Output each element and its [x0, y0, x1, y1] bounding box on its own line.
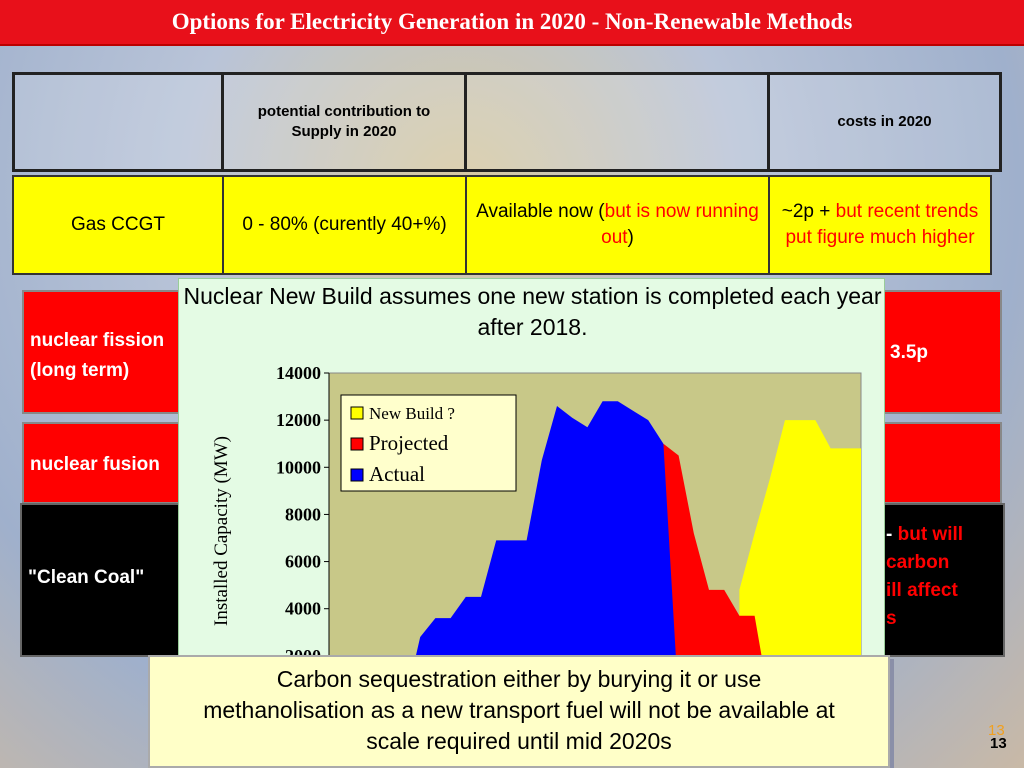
text-red: but recent trends put figure much higher [785, 201, 979, 248]
text: ) [627, 227, 634, 248]
y-tick-label: 10000 [276, 457, 321, 477]
cell: 3.5p [890, 342, 929, 363]
row-name: nuclear fusion [30, 454, 160, 475]
legend [340, 394, 517, 492]
y-axis-label: Installed Capacity (MW) [211, 436, 232, 626]
text-red: ill affect [886, 580, 958, 601]
chart-panel: Nuclear New Build assumes one new statio… [178, 278, 885, 660]
legend-label: Projected [369, 431, 449, 455]
row-name: Gas CCGT [12, 175, 224, 275]
note: Carbon sequestration either by burying i… [148, 655, 890, 768]
page-number: 13 [990, 735, 1007, 752]
cell-text: ~2p + but recent trends put figure much … [778, 199, 982, 251]
header-cell: costs in 2020 [768, 72, 1002, 172]
cell: ~2p + but recent trends put figure much … [768, 175, 992, 275]
y-tick-label: 8000 [285, 504, 321, 524]
text-red: carbon [886, 552, 950, 573]
title: Options for Electricity Generation in 20… [0, 0, 1024, 46]
row-name: "Clean Coal" [28, 567, 145, 588]
chart: 02000400060008000100001200014000Installe… [211, 363, 862, 659]
y-tick-label: 12000 [276, 410, 321, 430]
header-cell [12, 72, 224, 172]
y-tick-label: 6000 [285, 552, 321, 572]
legend-swatch [350, 437, 364, 451]
chart-caption: Nuclear New Build assumes one new statio… [183, 283, 882, 340]
note-text: Carbon sequestration either by burying i… [203, 666, 835, 754]
text: - [886, 524, 898, 545]
text-red: but will [897, 524, 964, 545]
legend-label: Actual [369, 462, 425, 486]
area [739, 420, 861, 659]
y-tick-label: 4000 [285, 599, 321, 619]
header-cell: potential contribution to Supply in 2020 [222, 72, 467, 172]
text: Available now ( [476, 201, 605, 222]
cell: 0 - 80% (curently 40+%) [222, 175, 467, 275]
header-cell [465, 72, 770, 172]
legend-swatch [350, 406, 364, 420]
cell: - but will carbon ill affect s [886, 521, 1006, 633]
cell-text: Available now (but is now running out) [475, 199, 760, 251]
area [415, 401, 677, 659]
page-number-shadow: 13 [988, 722, 1005, 739]
text-red: but is now running out [601, 201, 759, 248]
text: ~2p + [781, 201, 836, 222]
legend-label: New Build ? [369, 404, 455, 423]
legend-swatch [350, 468, 364, 482]
row-name: nuclear fission (long term) [30, 330, 165, 381]
y-tick-label: 14000 [276, 363, 321, 383]
cell: Available now (but is now running out) [465, 175, 770, 275]
cell-line: - but will [886, 521, 1006, 549]
area [663, 443, 763, 659]
text-red: s [886, 608, 897, 629]
